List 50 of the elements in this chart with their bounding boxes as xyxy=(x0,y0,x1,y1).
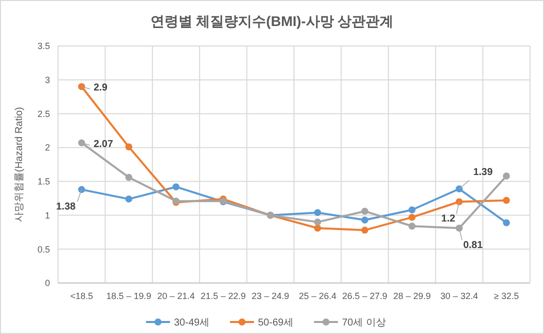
x-tick-label: 28 – 29.9 xyxy=(393,291,431,301)
x-tick-label: ≥ 32.5 xyxy=(494,291,519,301)
x-tick-label: 26.5 – 27.9 xyxy=(342,291,388,301)
x-tick-label: 25 – 26.4 xyxy=(298,291,336,301)
y-tick-label: 2.5 xyxy=(37,108,50,119)
data-label: 1.38 xyxy=(56,202,76,213)
x-tick-label: 20 – 21.4 xyxy=(157,291,195,301)
point xyxy=(502,172,510,180)
legend-label: 50-69세 xyxy=(258,318,294,328)
x-tick-label: 23 – 24.9 xyxy=(252,291,290,301)
x-tick-label: 30 – 32.4 xyxy=(440,291,478,301)
point xyxy=(408,206,416,214)
point xyxy=(456,224,463,232)
data-label: 1.39 xyxy=(473,166,494,178)
y-tick-label: 0 xyxy=(44,278,50,288)
y-tick-label: 1 xyxy=(44,210,50,220)
y-tick-label: 2 xyxy=(44,142,50,153)
point xyxy=(172,183,180,190)
x-tick-label: 21.5 – 22.9 xyxy=(200,291,246,301)
y-tick-label: 3 xyxy=(44,75,50,86)
data-label: 2.9 xyxy=(94,82,108,94)
y-tick-label: 0.5 xyxy=(37,244,50,254)
y-tick-label: 1.5 xyxy=(37,176,50,187)
point xyxy=(314,209,322,216)
point xyxy=(502,196,510,204)
x-tick-label: <18.5 xyxy=(70,291,93,301)
point xyxy=(78,186,86,194)
point xyxy=(361,226,368,234)
point xyxy=(125,143,132,150)
point xyxy=(456,185,463,192)
y-tick-label: 3.5 xyxy=(37,41,50,52)
point xyxy=(408,214,416,221)
point xyxy=(314,218,322,226)
point xyxy=(78,139,86,146)
point xyxy=(125,174,132,181)
legend-label: 30-49세 xyxy=(174,318,210,328)
point xyxy=(408,222,416,230)
data-label: 0.81 xyxy=(463,240,484,252)
point xyxy=(361,216,368,224)
legend-label: 70세 이상 xyxy=(342,318,386,328)
point xyxy=(314,224,322,232)
data-label: 2.07 xyxy=(94,138,114,150)
point xyxy=(361,208,368,215)
chart-title: 연령별 체질량지수(BMI)-사망 상관관계 xyxy=(150,13,394,29)
data-label: 1.2 xyxy=(441,214,456,225)
point xyxy=(78,83,86,90)
y-axis-title: 사망위험률(Hazard Ratio) xyxy=(14,106,25,222)
x-tick-label: 18.5 – 19.9 xyxy=(106,291,152,301)
point xyxy=(502,219,510,226)
point xyxy=(125,196,132,203)
